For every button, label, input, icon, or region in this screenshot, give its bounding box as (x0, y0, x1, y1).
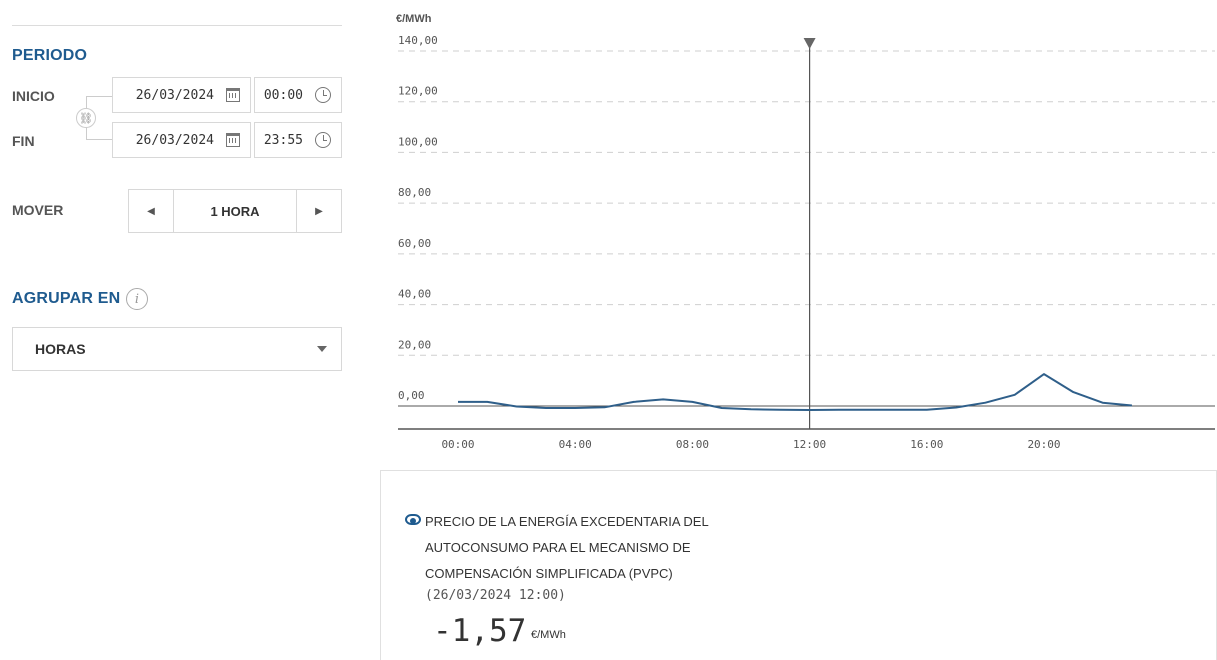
data-point (573, 406, 577, 410)
end-date-value: 26/03/2024 (135, 132, 214, 148)
info-card: PRECIO DE LA ENERGÍA EXCEDENTARIA DEL AU… (380, 470, 1217, 660)
indicator-title: PRECIO DE LA ENERGÍA EXCEDENTARIA DEL AU… (425, 514, 709, 581)
data-point (983, 401, 987, 405)
x-tick-label: 00:00 (441, 438, 474, 451)
group-by-select[interactable]: HORAS (12, 327, 342, 371)
x-tick-label: 08:00 (676, 438, 709, 451)
y-tick-label: 140,00 (398, 34, 438, 47)
link-icon[interactable]: ⛓ (76, 108, 96, 128)
data-point (1130, 403, 1134, 407)
start-time-input[interactable]: 00:00 (254, 77, 342, 113)
data-point (1071, 390, 1075, 394)
data-point (690, 400, 694, 404)
price-chart[interactable]: €/MWh 0,00 20,00 40,00 60,00 80,00 100,00 120,0… (352, 0, 1217, 465)
periodo-title: PERIODO (12, 47, 88, 64)
data-point (749, 407, 753, 411)
y-axis-unit: €/MWh (396, 13, 432, 25)
end-date-input[interactable]: 26/03/2024 (112, 122, 251, 158)
data-point (808, 408, 812, 412)
filter-panel: PERIODO INICIO 26/03/2024 00:00 ⛓ FIN 26… (0, 0, 352, 660)
x-tick-label: 12:00 (793, 438, 826, 451)
mover-value: 1 HORA (173, 190, 297, 232)
x-tick-label: 04:00 (559, 438, 592, 451)
indicator-value: -1,57 (433, 613, 527, 649)
group-by-value: HORAS (35, 341, 86, 357)
x-tick-label: 16:00 (910, 438, 943, 451)
agrupar-title: AGRUPAR EN (12, 290, 121, 307)
data-point (632, 400, 636, 404)
data-point (778, 408, 782, 412)
start-date-value: 26/03/2024 (135, 87, 214, 103)
data-point (720, 406, 724, 410)
y-tick-label: 100,00 (398, 135, 438, 148)
indicator-unit: €/MWh (531, 629, 566, 641)
data-point (661, 397, 665, 401)
chevron-left-icon[interactable]: ◀ (147, 205, 155, 217)
x-tick-label: 20:00 (1027, 438, 1060, 451)
clock-icon[interactable] (315, 87, 331, 103)
chevron-down-icon (317, 346, 327, 352)
y-tick-label: 0,00 (398, 389, 425, 402)
y-tick-label: 40,00 (398, 288, 431, 301)
chevron-right-icon[interactable]: ▶ (315, 205, 323, 217)
series-line (458, 373, 1132, 411)
cursor-marker-icon (803, 38, 816, 49)
mover-stepper: ◀ 1 HORA ▶ (128, 189, 342, 233)
data-point (603, 405, 607, 409)
calendar-icon[interactable] (226, 88, 240, 102)
data-point (954, 406, 958, 410)
data-point (1042, 372, 1046, 376)
data-point (515, 405, 519, 409)
data-point (1101, 401, 1105, 405)
y-tick-label: 20,00 (398, 338, 431, 351)
start-date-input[interactable]: 26/03/2024 (112, 77, 251, 113)
data-point (925, 408, 929, 412)
data-point (896, 408, 900, 412)
data-point (544, 406, 548, 410)
y-tick-label: 60,00 (398, 237, 431, 250)
y-tick-label: 120,00 (398, 85, 438, 98)
data-point (485, 400, 489, 404)
data-point (866, 408, 870, 412)
mover-label: MOVER (12, 202, 64, 218)
inicio-label: INICIO (12, 88, 55, 104)
clock-icon[interactable] (315, 132, 331, 148)
divider (12, 25, 342, 26)
indicator-date: (26/03/2024 12:00) (425, 588, 566, 603)
data-point (1013, 393, 1017, 397)
fin-label: FIN (12, 133, 35, 149)
calendar-icon[interactable] (226, 133, 240, 147)
y-tick-label: 80,00 (398, 186, 431, 199)
start-time-value: 00:00 (263, 87, 303, 103)
eye-icon[interactable] (405, 514, 421, 525)
end-time-value: 23:55 (263, 132, 303, 148)
data-point (456, 400, 460, 404)
info-icon[interactable]: i (126, 288, 148, 310)
end-time-input[interactable]: 23:55 (254, 122, 342, 158)
data-point (837, 408, 841, 412)
